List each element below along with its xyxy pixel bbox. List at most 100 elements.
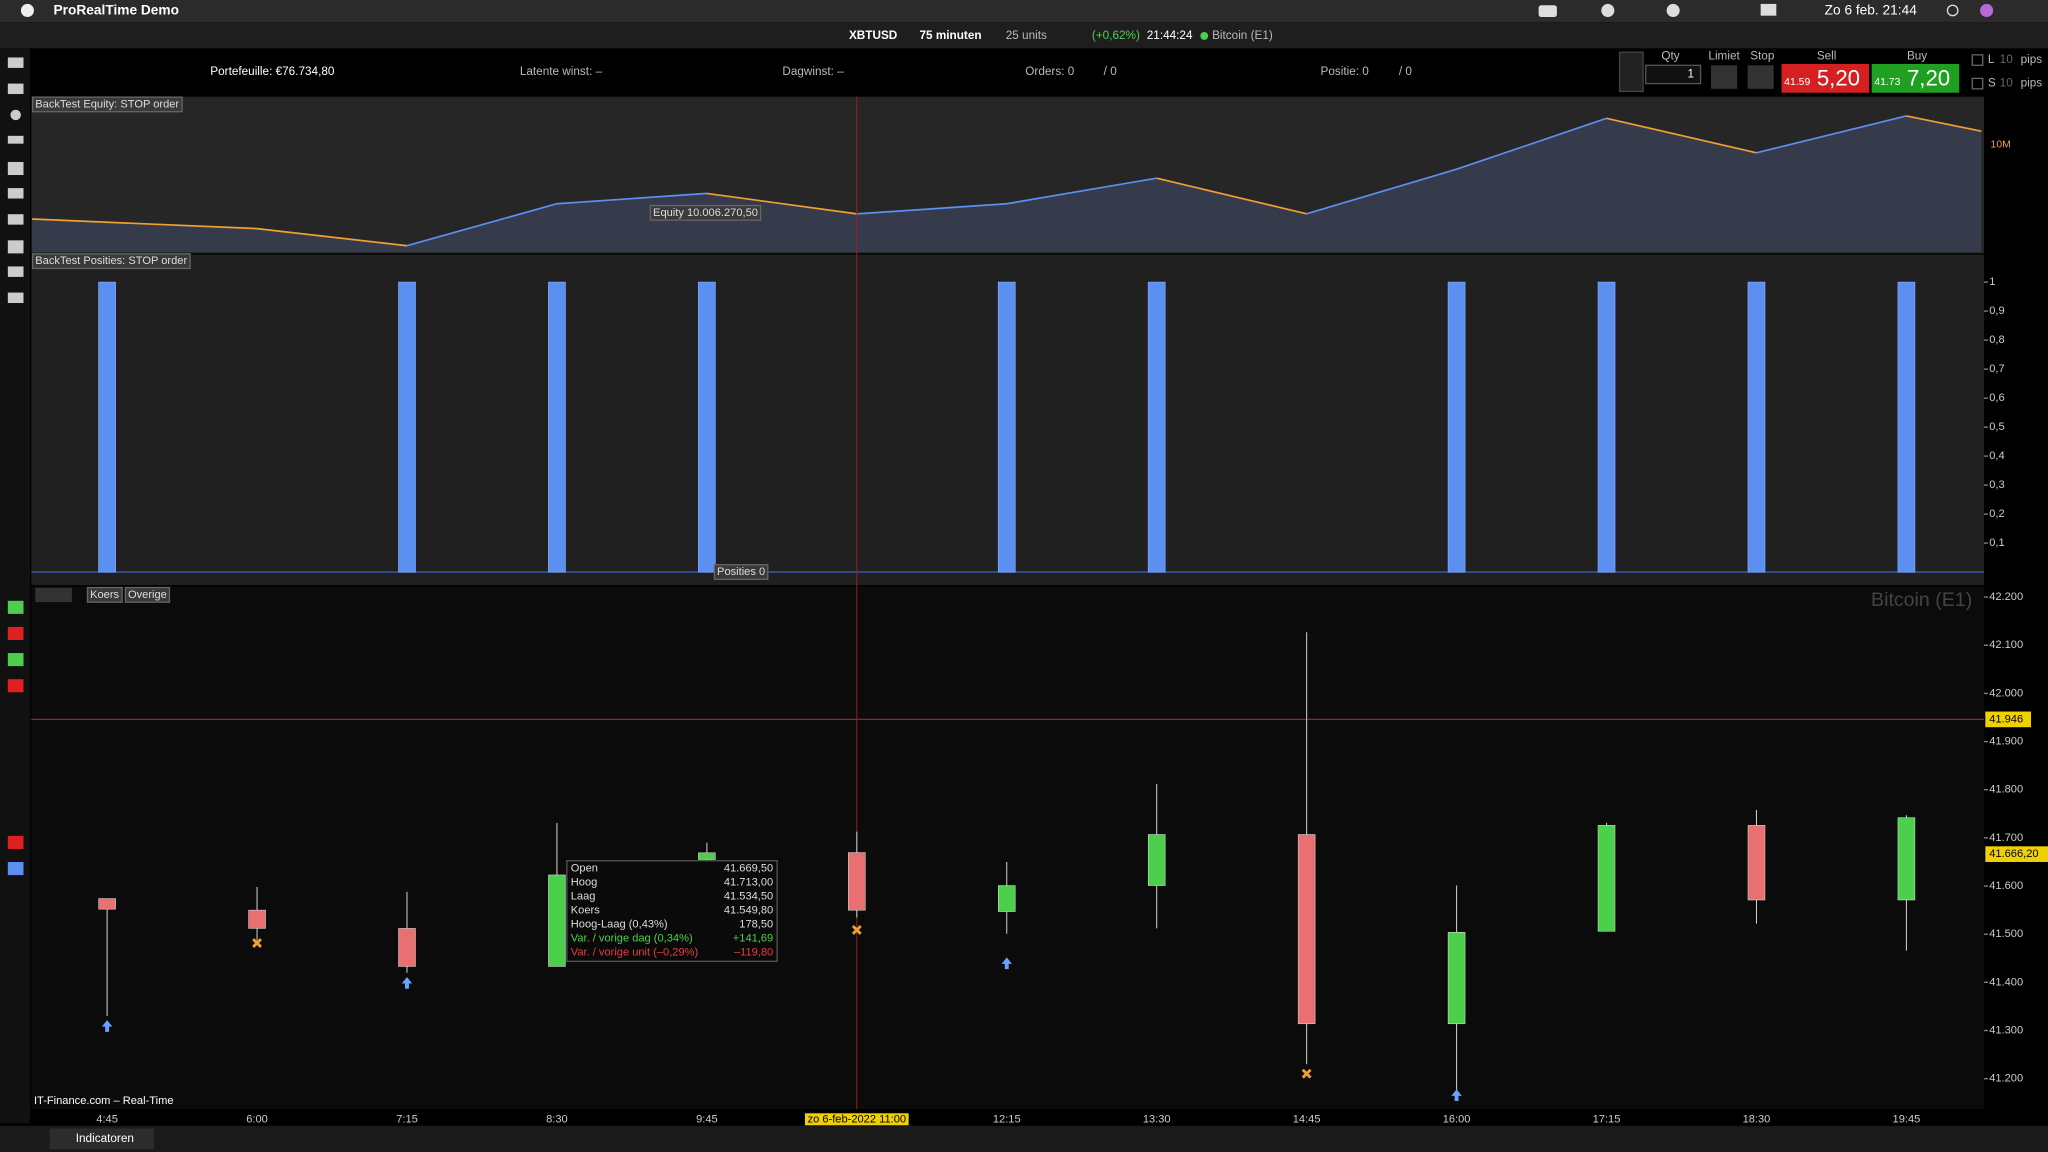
tooltip — [566, 860, 778, 962]
cursor-date: zo 6-feb-2022 11:00 — [808, 1113, 906, 1125]
sell-button[interactable] — [1781, 64, 1870, 93]
drawing-tools[interactable] — [7, 57, 24, 876]
interval-select[interactable]: 75 minuten — [920, 29, 982, 42]
ticket-tools[interactable] — [1618, 51, 1644, 93]
x-tick-label: 17:15 — [1593, 1113, 1621, 1125]
x-tick-label: 19:45 — [1893, 1113, 1921, 1125]
apple-icon[interactable] — [20, 3, 34, 17]
equity-segment — [256, 227, 408, 247]
y-tick-label: 42.100 — [1989, 639, 2023, 651]
orders-pending[interactable]: / 0 — [1104, 65, 1118, 78]
price-panel — [31, 586, 1985, 1109]
stop-label: Stop — [1750, 49, 1775, 62]
candle-body — [98, 898, 116, 910]
pips-label: pips — [2021, 53, 2043, 66]
latent-gain: Latente winst: – — [520, 65, 603, 78]
buy-arrow — [1001, 957, 1012, 970]
x-tick-label: 7:15 — [396, 1113, 418, 1125]
y-tick-label: 41.400 — [1989, 976, 2023, 988]
x-tick-label: 16:00 — [1443, 1113, 1471, 1125]
candle-body — [398, 928, 416, 967]
tooltip-value: 41.534,50 — [724, 890, 773, 902]
y-tick-label: 41.800 — [1989, 784, 2023, 796]
last-price-label: 41.946 — [1989, 713, 2023, 725]
tooltip-value: 41.713,00 — [724, 876, 773, 888]
tooltip-value: 41.669,50 — [724, 863, 773, 875]
stop-button[interactable] — [1747, 65, 1774, 89]
app-name[interactable]: ProRealTime Demo — [54, 3, 179, 18]
equity-segment — [1456, 117, 1607, 171]
instrument: Bitcoin (E1) — [1212, 29, 1273, 42]
scale-label: 10M — [1991, 140, 2011, 151]
y-tick-label: 0,9 — [1989, 305, 2004, 317]
menubar — [0, 0, 2048, 23]
y-tick-label: 41.500 — [1989, 928, 2023, 940]
candle-body — [998, 885, 1016, 912]
buy-price[interactable]: 7,20 — [1907, 66, 1950, 91]
units-select[interactable]: 25 units — [1006, 29, 1047, 42]
y-tick-label: 0,6 — [1989, 392, 2004, 404]
buy-prefix[interactable]: 41.73 — [1874, 77, 1900, 88]
position-pending[interactable]: / 0 — [1399, 65, 1413, 78]
buy-arrow — [1451, 1089, 1462, 1102]
sell-price[interactable]: 5,20 — [1817, 66, 1860, 91]
position-bar — [1897, 281, 1916, 573]
last-price-tag — [1985, 711, 2032, 728]
orders[interactable]: Orders: 0 — [1025, 65, 1074, 78]
l-pips[interactable]: 10 — [2000, 53, 2014, 66]
pips-label: pips — [2021, 77, 2043, 90]
qty-label: Qty — [1661, 49, 1679, 62]
y-tick-label: 41.300 — [1989, 1024, 2023, 1036]
x-tick-label: 4:45 — [96, 1113, 118, 1125]
l-checkbox[interactable] — [1971, 54, 1984, 66]
cursor-label-box — [713, 564, 769, 580]
y-tick-label: 41.900 — [1989, 735, 2023, 747]
y-tick-label: 0,5 — [1989, 421, 2004, 433]
position[interactable]: Positie: 0 — [1320, 65, 1369, 78]
indicators-button[interactable] — [49, 1128, 155, 1150]
indicators-label[interactable]: Indicatoren — [76, 1132, 134, 1145]
symbol-select[interactable]: XBTUSD — [849, 29, 897, 42]
buy-button[interactable] — [1871, 64, 1960, 93]
buy-label: Buy — [1907, 49, 1927, 62]
qty-input[interactable] — [1645, 64, 1702, 85]
sell-label: Sell — [1817, 49, 1837, 62]
position-bar — [1147, 281, 1166, 573]
toolbar — [0, 22, 2048, 49]
cursor-date-box — [804, 1113, 909, 1126]
y-tick-label: 42.000 — [1989, 687, 2023, 699]
equity-segment — [1906, 115, 1982, 133]
candle-body — [548, 874, 566, 967]
s-checkbox[interactable] — [1971, 77, 1984, 90]
x-tick-label: 18:30 — [1743, 1113, 1771, 1125]
cursor-label-box — [649, 204, 762, 221]
limit-button[interactable] — [1711, 65, 1738, 89]
equity-segment — [1156, 177, 1307, 215]
candle-body — [848, 852, 866, 911]
sell-prefix[interactable]: 41.59 — [1784, 77, 1810, 88]
candle-body — [698, 852, 716, 860]
position-bar — [698, 281, 716, 573]
x-tick-label: 13:30 — [1143, 1113, 1171, 1125]
y-tick-label: 41.700 — [1989, 832, 2023, 844]
cursor-label: Equity 10.006.270,50 — [653, 207, 758, 219]
position-bar — [1747, 281, 1766, 573]
equity-segment — [856, 202, 1007, 215]
equity-segment — [1756, 115, 1907, 154]
y-tick-label: 0,4 — [1989, 450, 2004, 462]
tooltip-value: 41.549,80 — [724, 904, 773, 916]
status-icons — [1538, 3, 1994, 17]
tooltip-label: Var. / vorige dag (0,34%) — [571, 932, 693, 944]
time: 21:44:24 — [1147, 29, 1193, 42]
change: (+0,62%) — [1092, 29, 1140, 42]
cursor-label: Posities 0 — [717, 566, 765, 578]
panel-title: Koers — [90, 589, 119, 601]
position-bar — [1597, 281, 1616, 573]
qty-value[interactable]: 1 — [1687, 68, 1694, 81]
y-tick-label: 0,8 — [1989, 334, 2004, 346]
clock[interactable]: Zo 6 feb. 21:44 — [1825, 3, 1918, 18]
equity-segment — [406, 202, 558, 247]
s-pips[interactable]: 10 — [2000, 77, 2014, 90]
panel-buttons — [35, 587, 72, 603]
